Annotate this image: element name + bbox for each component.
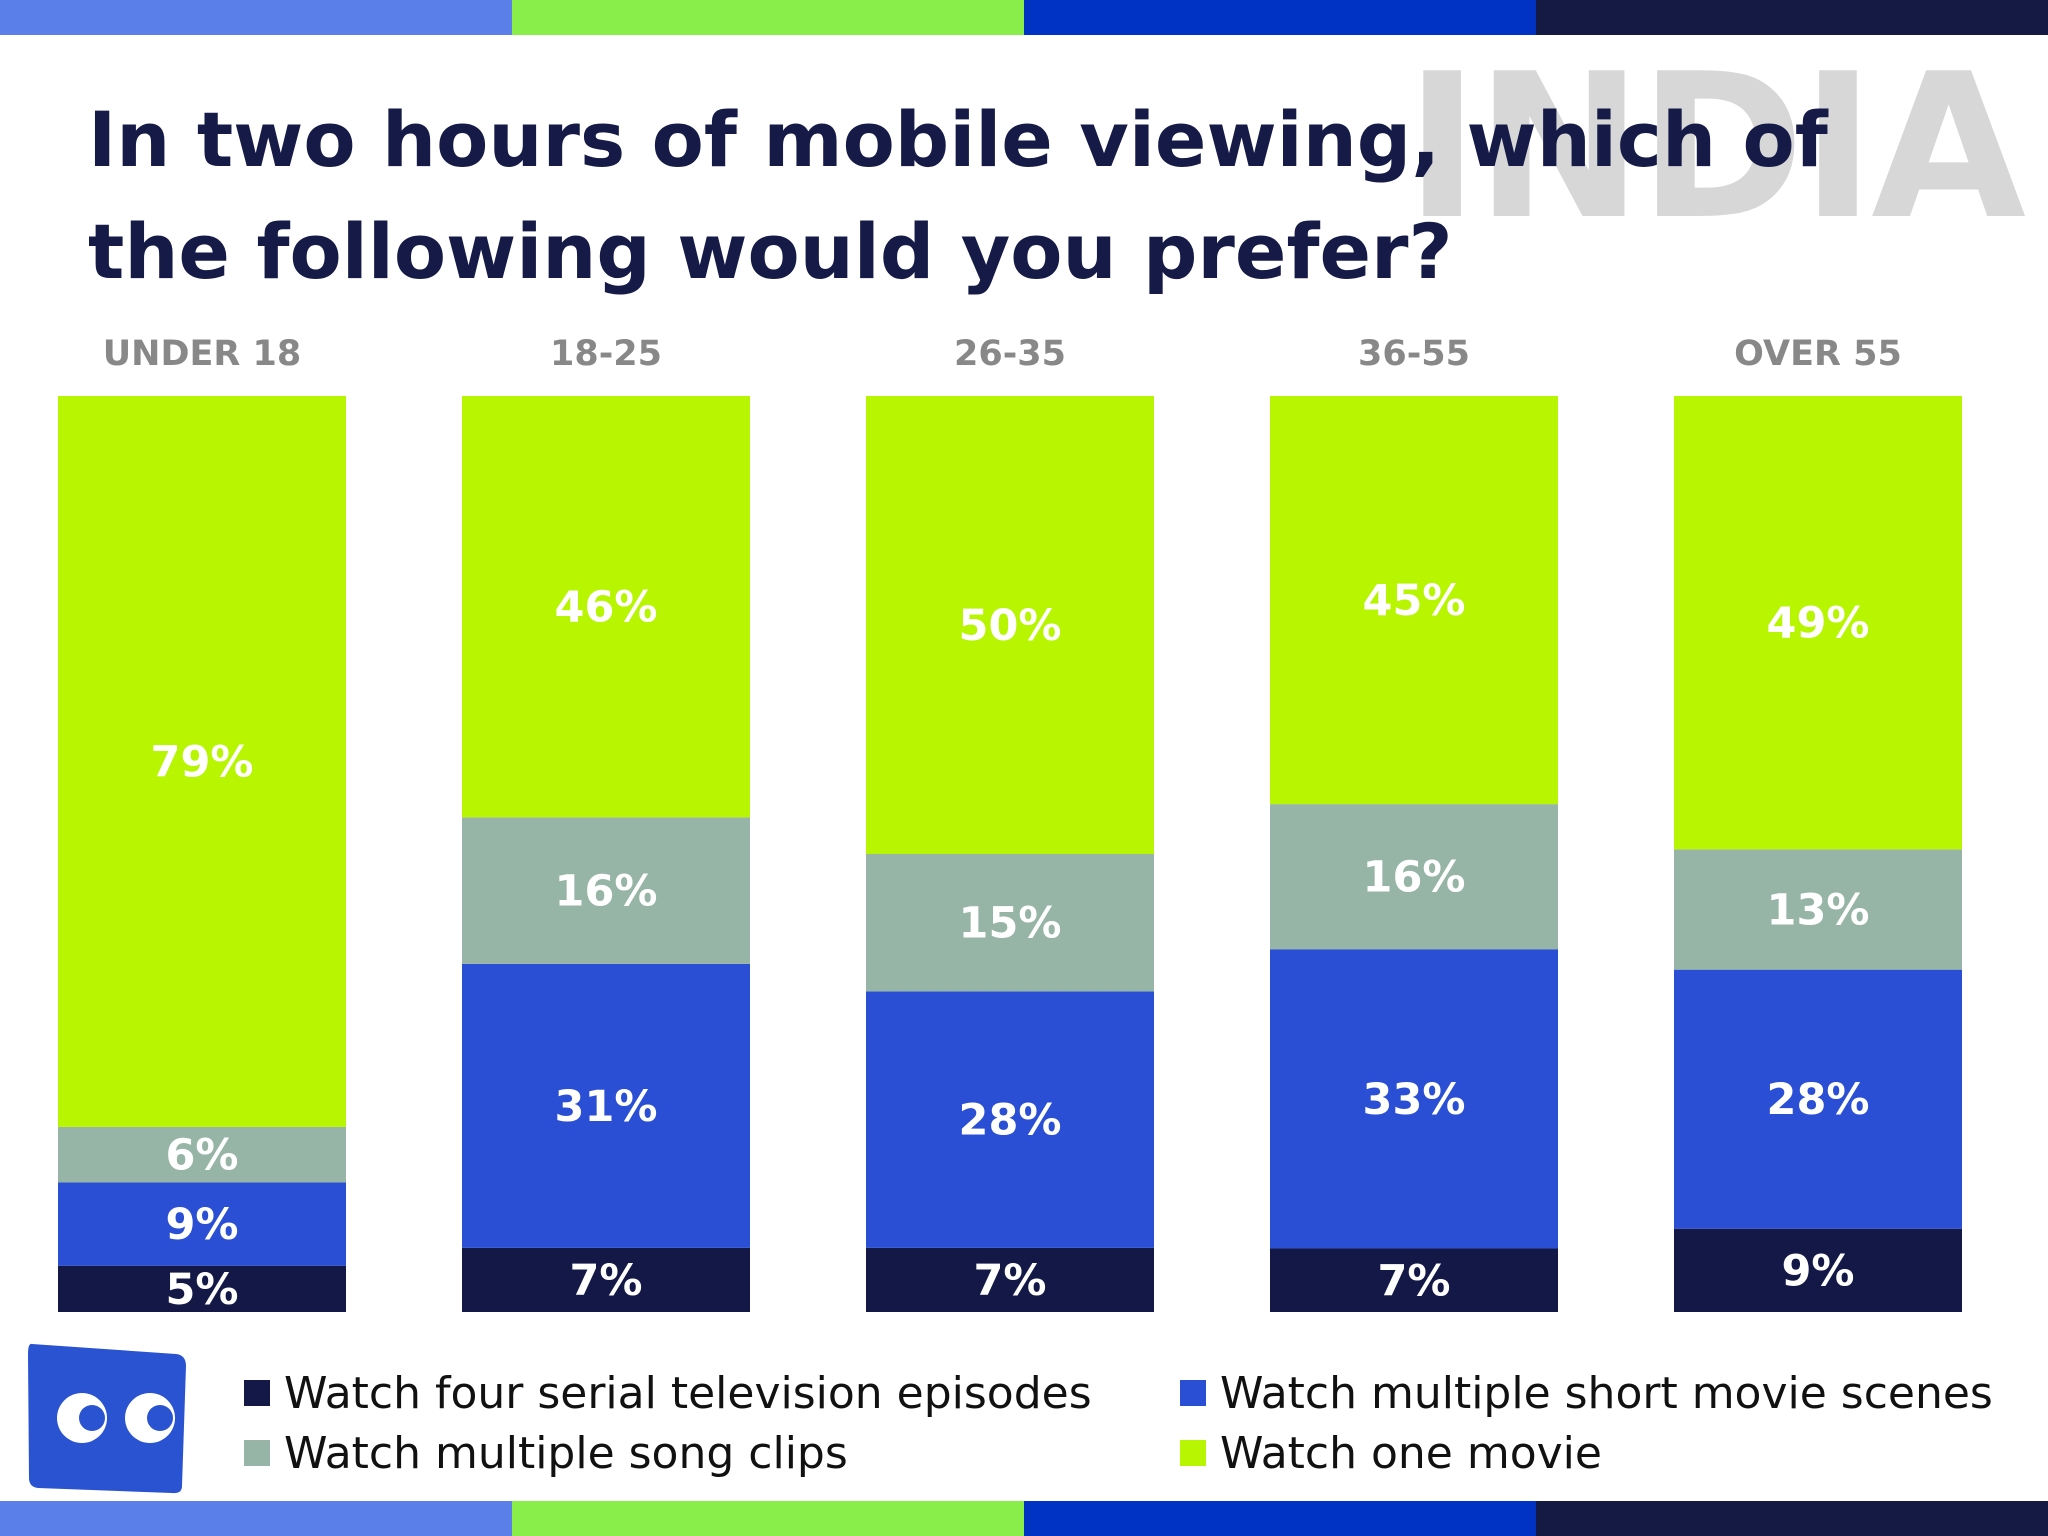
bar-segment <box>866 1247 1154 1312</box>
category-label: OVER 55 <box>1734 334 1902 374</box>
bar-segment <box>1674 849 1962 970</box>
data-label: 9% <box>165 1200 238 1250</box>
legend-swatch <box>244 1440 270 1466</box>
country-watermark: INDIA <box>1404 31 2026 264</box>
bar-segment <box>1270 804 1558 950</box>
bar-segment <box>1674 969 1962 1229</box>
category-label: 26-35 <box>954 334 1066 374</box>
data-label: 16% <box>555 867 658 917</box>
data-label: 7% <box>569 1256 642 1306</box>
category-label: UNDER 18 <box>103 334 302 374</box>
chart-legend: Watch four serial television episodes Wat… <box>244 1366 2024 1480</box>
data-label: 9% <box>1781 1246 1854 1296</box>
bar-segment <box>462 817 750 964</box>
data-label: 79% <box>151 737 254 787</box>
data-label: 33% <box>1363 1075 1466 1125</box>
stripe-segment <box>0 0 512 35</box>
data-label: 46% <box>555 583 658 633</box>
legend-label: Watch four serial television episodes <box>284 1367 1092 1419</box>
bar-segment <box>1674 1228 1962 1312</box>
bar-segment <box>866 991 1154 1248</box>
legend-swatch <box>1180 1440 1206 1466</box>
legend-item: Watch four serial television episodes <box>244 1366 1180 1420</box>
stripe-segment <box>1536 1501 2048 1536</box>
legend-swatch <box>1180 1380 1206 1406</box>
data-label: 7% <box>1377 1256 1450 1306</box>
chart-title: In two hours of mobile viewing, which of… <box>88 95 1828 296</box>
bar-segment <box>58 1182 346 1266</box>
stacked-bar-chart: UNDER 18 5% 9% 6% 79% 18-25 7% 31% 16% 46% 26-35 7%… <box>58 334 1962 1315</box>
data-label: 31% <box>555 1082 658 1132</box>
data-label: 13% <box>1767 886 1870 936</box>
category-label: 18-25 <box>550 334 662 374</box>
data-label: 50% <box>959 601 1062 651</box>
bar-segment <box>866 396 1154 854</box>
top-stripe <box>0 0 2048 35</box>
data-label: 6% <box>165 1131 238 1181</box>
bar-segment <box>1674 396 1962 850</box>
data-label: 45% <box>1363 576 1466 626</box>
bar-segment <box>462 396 750 818</box>
data-label: 7% <box>973 1256 1046 1306</box>
stripe-segment <box>0 1501 512 1536</box>
bar-segment <box>1270 949 1558 1249</box>
legend-swatch <box>244 1380 270 1406</box>
bar-segment <box>1270 396 1558 805</box>
legend-label: Watch multiple song clips <box>284 1427 848 1479</box>
bar-segment <box>58 396 346 1127</box>
legend-item: Watch multiple song clips <box>244 1426 1180 1480</box>
bar-segment <box>462 963 750 1248</box>
data-label: 5% <box>165 1265 238 1315</box>
bar-segment <box>58 1265 346 1312</box>
stripe-segment <box>512 1501 1024 1536</box>
legend-item: Watch multiple short movie scenes <box>1180 1366 2020 1420</box>
data-label: 28% <box>1767 1075 1870 1125</box>
bar-segment <box>866 854 1154 992</box>
bar-segment <box>58 1126 346 1183</box>
legend-label: Watch multiple short movie scenes <box>1220 1367 1993 1419</box>
legend-label: Watch one movie <box>1220 1427 1602 1479</box>
bar-segment <box>1270 1248 1558 1312</box>
legend-item: Watch one movie <box>1180 1426 2020 1480</box>
data-label: 49% <box>1767 599 1870 649</box>
stripe-segment <box>1024 1501 1536 1536</box>
eyes-logo-icon <box>26 1336 188 1496</box>
data-label: 16% <box>1363 853 1466 903</box>
stripe-segment <box>1536 0 2048 35</box>
bottom-stripe <box>0 1501 2048 1536</box>
data-label: 28% <box>959 1096 1062 1146</box>
stripe-segment <box>512 0 1024 35</box>
stripe-segment <box>1024 0 1536 35</box>
data-label: 15% <box>959 899 1062 949</box>
category-label: 36-55 <box>1358 334 1470 374</box>
bar-segment <box>462 1247 750 1312</box>
